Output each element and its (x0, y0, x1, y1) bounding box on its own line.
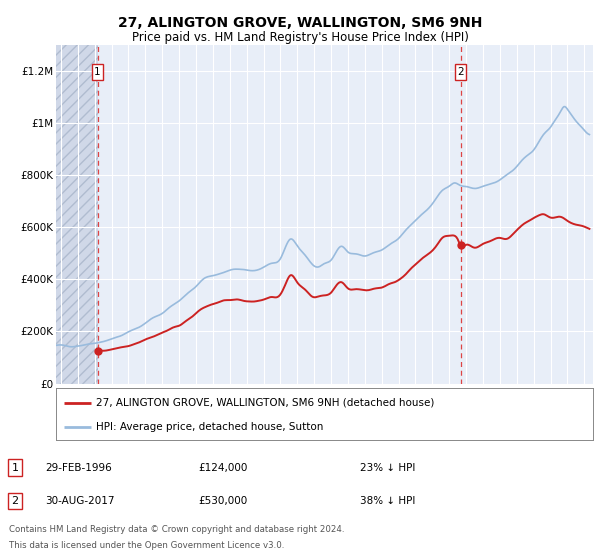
Text: 29-FEB-1996: 29-FEB-1996 (45, 463, 112, 473)
Text: This data is licensed under the Open Government Licence v3.0.: This data is licensed under the Open Gov… (9, 542, 284, 550)
Text: £124,000: £124,000 (198, 463, 247, 473)
Text: 30-AUG-2017: 30-AUG-2017 (45, 496, 115, 506)
Bar (56, 45, 98, 384)
Text: 2: 2 (11, 496, 19, 506)
Text: HPI: Average price, detached house, Sutton: HPI: Average price, detached house, Sutt… (96, 422, 323, 432)
Text: 23% ↓ HPI: 23% ↓ HPI (360, 463, 415, 473)
Text: £530,000: £530,000 (198, 496, 247, 506)
Text: Contains HM Land Registry data © Crown copyright and database right 2024.: Contains HM Land Registry data © Crown c… (9, 525, 344, 534)
Text: 27, ALINGTON GROVE, WALLINGTON, SM6 9NH: 27, ALINGTON GROVE, WALLINGTON, SM6 9NH (118, 16, 482, 30)
Text: Price paid vs. HM Land Registry's House Price Index (HPI): Price paid vs. HM Land Registry's House … (131, 31, 469, 44)
Text: 1: 1 (11, 463, 19, 473)
Text: 2: 2 (457, 67, 464, 77)
Text: 1: 1 (94, 67, 101, 77)
Text: 38% ↓ HPI: 38% ↓ HPI (360, 496, 415, 506)
Text: 27, ALINGTON GROVE, WALLINGTON, SM6 9NH (detached house): 27, ALINGTON GROVE, WALLINGTON, SM6 9NH … (96, 398, 434, 408)
